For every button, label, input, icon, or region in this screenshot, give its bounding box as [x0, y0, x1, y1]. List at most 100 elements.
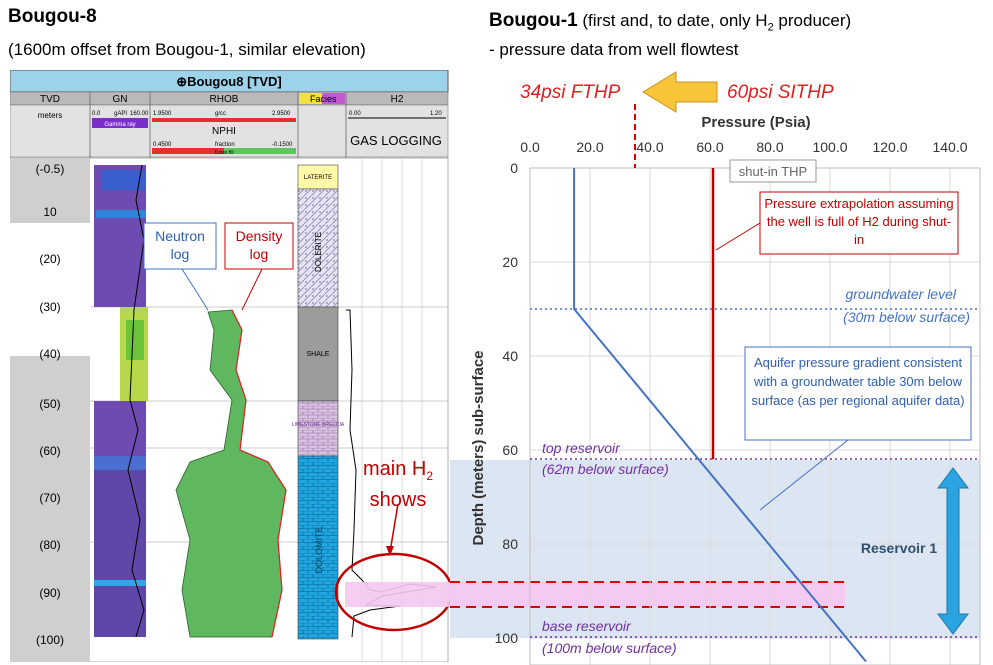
- svg-text:(60): (60): [39, 444, 60, 458]
- y-tick-label: 20: [502, 254, 518, 270]
- top-reservoir-label: top reservoir: [542, 440, 621, 456]
- svg-text:(80): (80): [39, 538, 60, 552]
- h2-shows-arrow: [386, 503, 399, 556]
- nphi-left: 0.4500: [153, 142, 172, 148]
- nphi-right: -0.1500: [272, 142, 293, 148]
- top-reservoir-sub: (62m below surface): [542, 461, 669, 477]
- y-axis-label: Depth (meters) sub-surface: [470, 350, 487, 545]
- density-callout-text: Density log: [235, 228, 283, 262]
- y-ticks: 0 20 40 60 80 100: [495, 160, 519, 646]
- reservoir-arrow: [937, 467, 969, 635]
- facies-limestone-breccia: [297, 400, 339, 457]
- extrapolation-text: Pressure extrapolation assuming the well…: [764, 196, 954, 247]
- facies-shale: [297, 306, 339, 402]
- nphi-unit: fraction: [215, 142, 235, 148]
- facies-header: Facies: [310, 94, 337, 104]
- density-callout: [224, 222, 294, 270]
- gamma-ray-label: Gamma ray: [104, 122, 135, 128]
- rhob-scale-right: 2.9500: [272, 111, 291, 117]
- x-tick-label: 60.0: [696, 139, 723, 155]
- right-title: Bougou-1 (first and, to date, only H2 pr…: [489, 10, 852, 34]
- density-scale-bar: [152, 118, 296, 122]
- log-title: ⊕Bougou8 [TVD]: [176, 74, 282, 89]
- groundwater-sub: (30m below surface): [843, 309, 970, 325]
- svg-text:(70): (70): [39, 491, 60, 505]
- tvd-header: TVD: [40, 94, 60, 105]
- y-tick-label: 0: [510, 160, 518, 176]
- facies-shale-label: SHALE: [307, 351, 330, 358]
- shut-in-box: [729, 159, 817, 183]
- rhob-scale-unit: g/cc: [215, 111, 226, 117]
- neutron-callout: [143, 222, 217, 270]
- gn-scale-right: 160.00: [130, 111, 149, 117]
- cross-fill-green: [224, 148, 296, 154]
- rhob-header: RHOB: [210, 94, 239, 105]
- nphi-header: NPHI: [212, 126, 236, 137]
- svg-text:(100): (100): [36, 633, 64, 647]
- y-tick-label: 100: [495, 630, 519, 646]
- x-tick-label: 120.0: [872, 139, 907, 155]
- x-tick-label: 140.0: [932, 139, 967, 155]
- rhob-scale-left: 1.9500: [153, 111, 172, 117]
- base-reservoir-label: base reservoir: [542, 618, 632, 634]
- facies-dolerite-label: DOLERITE: [314, 232, 323, 272]
- facies-laterite-label: LATERITE: [304, 175, 332, 181]
- chart-series: [573, 168, 867, 663]
- gn-scale-left: 0.0: [92, 111, 101, 117]
- h2-header: H2: [391, 94, 404, 105]
- fthp-sithp-arrow: [642, 71, 718, 113]
- h2-scale-left: 0.00: [349, 111, 361, 117]
- left-subtitle: (1600m offset from Bougou-1, similar ele…: [8, 40, 366, 59]
- x-ticks: 0.0 20.0 40.0 60.0 80.0 100.0 120.0 140.0: [520, 139, 967, 155]
- y-tick-label: 60: [502, 442, 518, 458]
- h2-zone-band: [345, 582, 845, 607]
- x-tick-label: 40.0: [636, 139, 663, 155]
- svg-text:(50): (50): [39, 397, 60, 411]
- y-tick-label: 40: [502, 348, 518, 364]
- x-tick-label: 20.0: [576, 139, 603, 155]
- groundwater-label: groundwater level: [845, 286, 956, 302]
- reservoir-label: Reservoir 1: [861, 540, 937, 556]
- facies-laterite: [297, 164, 339, 190]
- x-tick-label: 100.0: [812, 139, 847, 155]
- cross-fill-label: Cross fill: [214, 150, 233, 156]
- cross-fill-red: [152, 148, 224, 154]
- gradient-text: Aquifer pressure gradient consistent wit…: [751, 355, 965, 408]
- gradient-box: [744, 346, 972, 441]
- tvd-unit: meters: [38, 111, 62, 120]
- h2-scale-right: 1.20: [430, 111, 442, 117]
- svg-text:(40): (40): [39, 347, 60, 361]
- facies-dolerite: [297, 188, 339, 308]
- h2-shows-label: main H2 shows: [362, 458, 434, 511]
- reservoir-shade: [450, 460, 980, 638]
- facies-dolomite-label: DOLOMITE: [314, 526, 324, 573]
- sithp-label: 60psi SITHP: [727, 82, 834, 103]
- shut-in-label: shut-in THP: [739, 164, 807, 179]
- base-reservoir-sub: (100m below surface): [542, 640, 677, 656]
- neutron-callout-text: Neutron log: [155, 228, 205, 262]
- facies-dolomite: [297, 455, 339, 640]
- gn-scale-unit: gAPI: [114, 111, 127, 117]
- h2-shows-circle: [334, 552, 450, 632]
- fthp-label: 34psi FTHP: [520, 82, 621, 103]
- svg-text:(30): (30): [39, 300, 60, 314]
- svg-text:(20): (20): [39, 252, 60, 266]
- gamma-ray-bar: [92, 118, 148, 128]
- svg-text:(90): (90): [39, 586, 60, 600]
- extrapolation-box: [759, 191, 959, 255]
- svg-text:(-0.5): (-0.5): [36, 162, 65, 176]
- left-title: Bougou-8: [8, 6, 97, 27]
- x-axis-label: Pressure (Psia): [701, 114, 810, 131]
- aquifer-pressure-line: [573, 168, 867, 663]
- gas-logging-label: GAS LOGGING: [350, 133, 442, 148]
- right-subtitle: - pressure data from well flowtest: [489, 40, 739, 59]
- facies-limestone-label: LIMESTONE BRECCIA: [292, 422, 345, 428]
- gn-header: GN: [113, 94, 128, 105]
- x-tick-label: 0.0: [520, 139, 540, 155]
- y-tick-label: 80: [502, 536, 518, 552]
- depth-ticks: (-0.5) 10 (20) (30) (40) (50) (60) (70) …: [36, 162, 65, 647]
- x-tick-label: 80.0: [756, 139, 783, 155]
- well-log-panel: ⊕Bougou8 [TVD] TVD meters GN 0.0 gAPI 16…: [10, 70, 450, 662]
- svg-text:10: 10: [43, 205, 57, 219]
